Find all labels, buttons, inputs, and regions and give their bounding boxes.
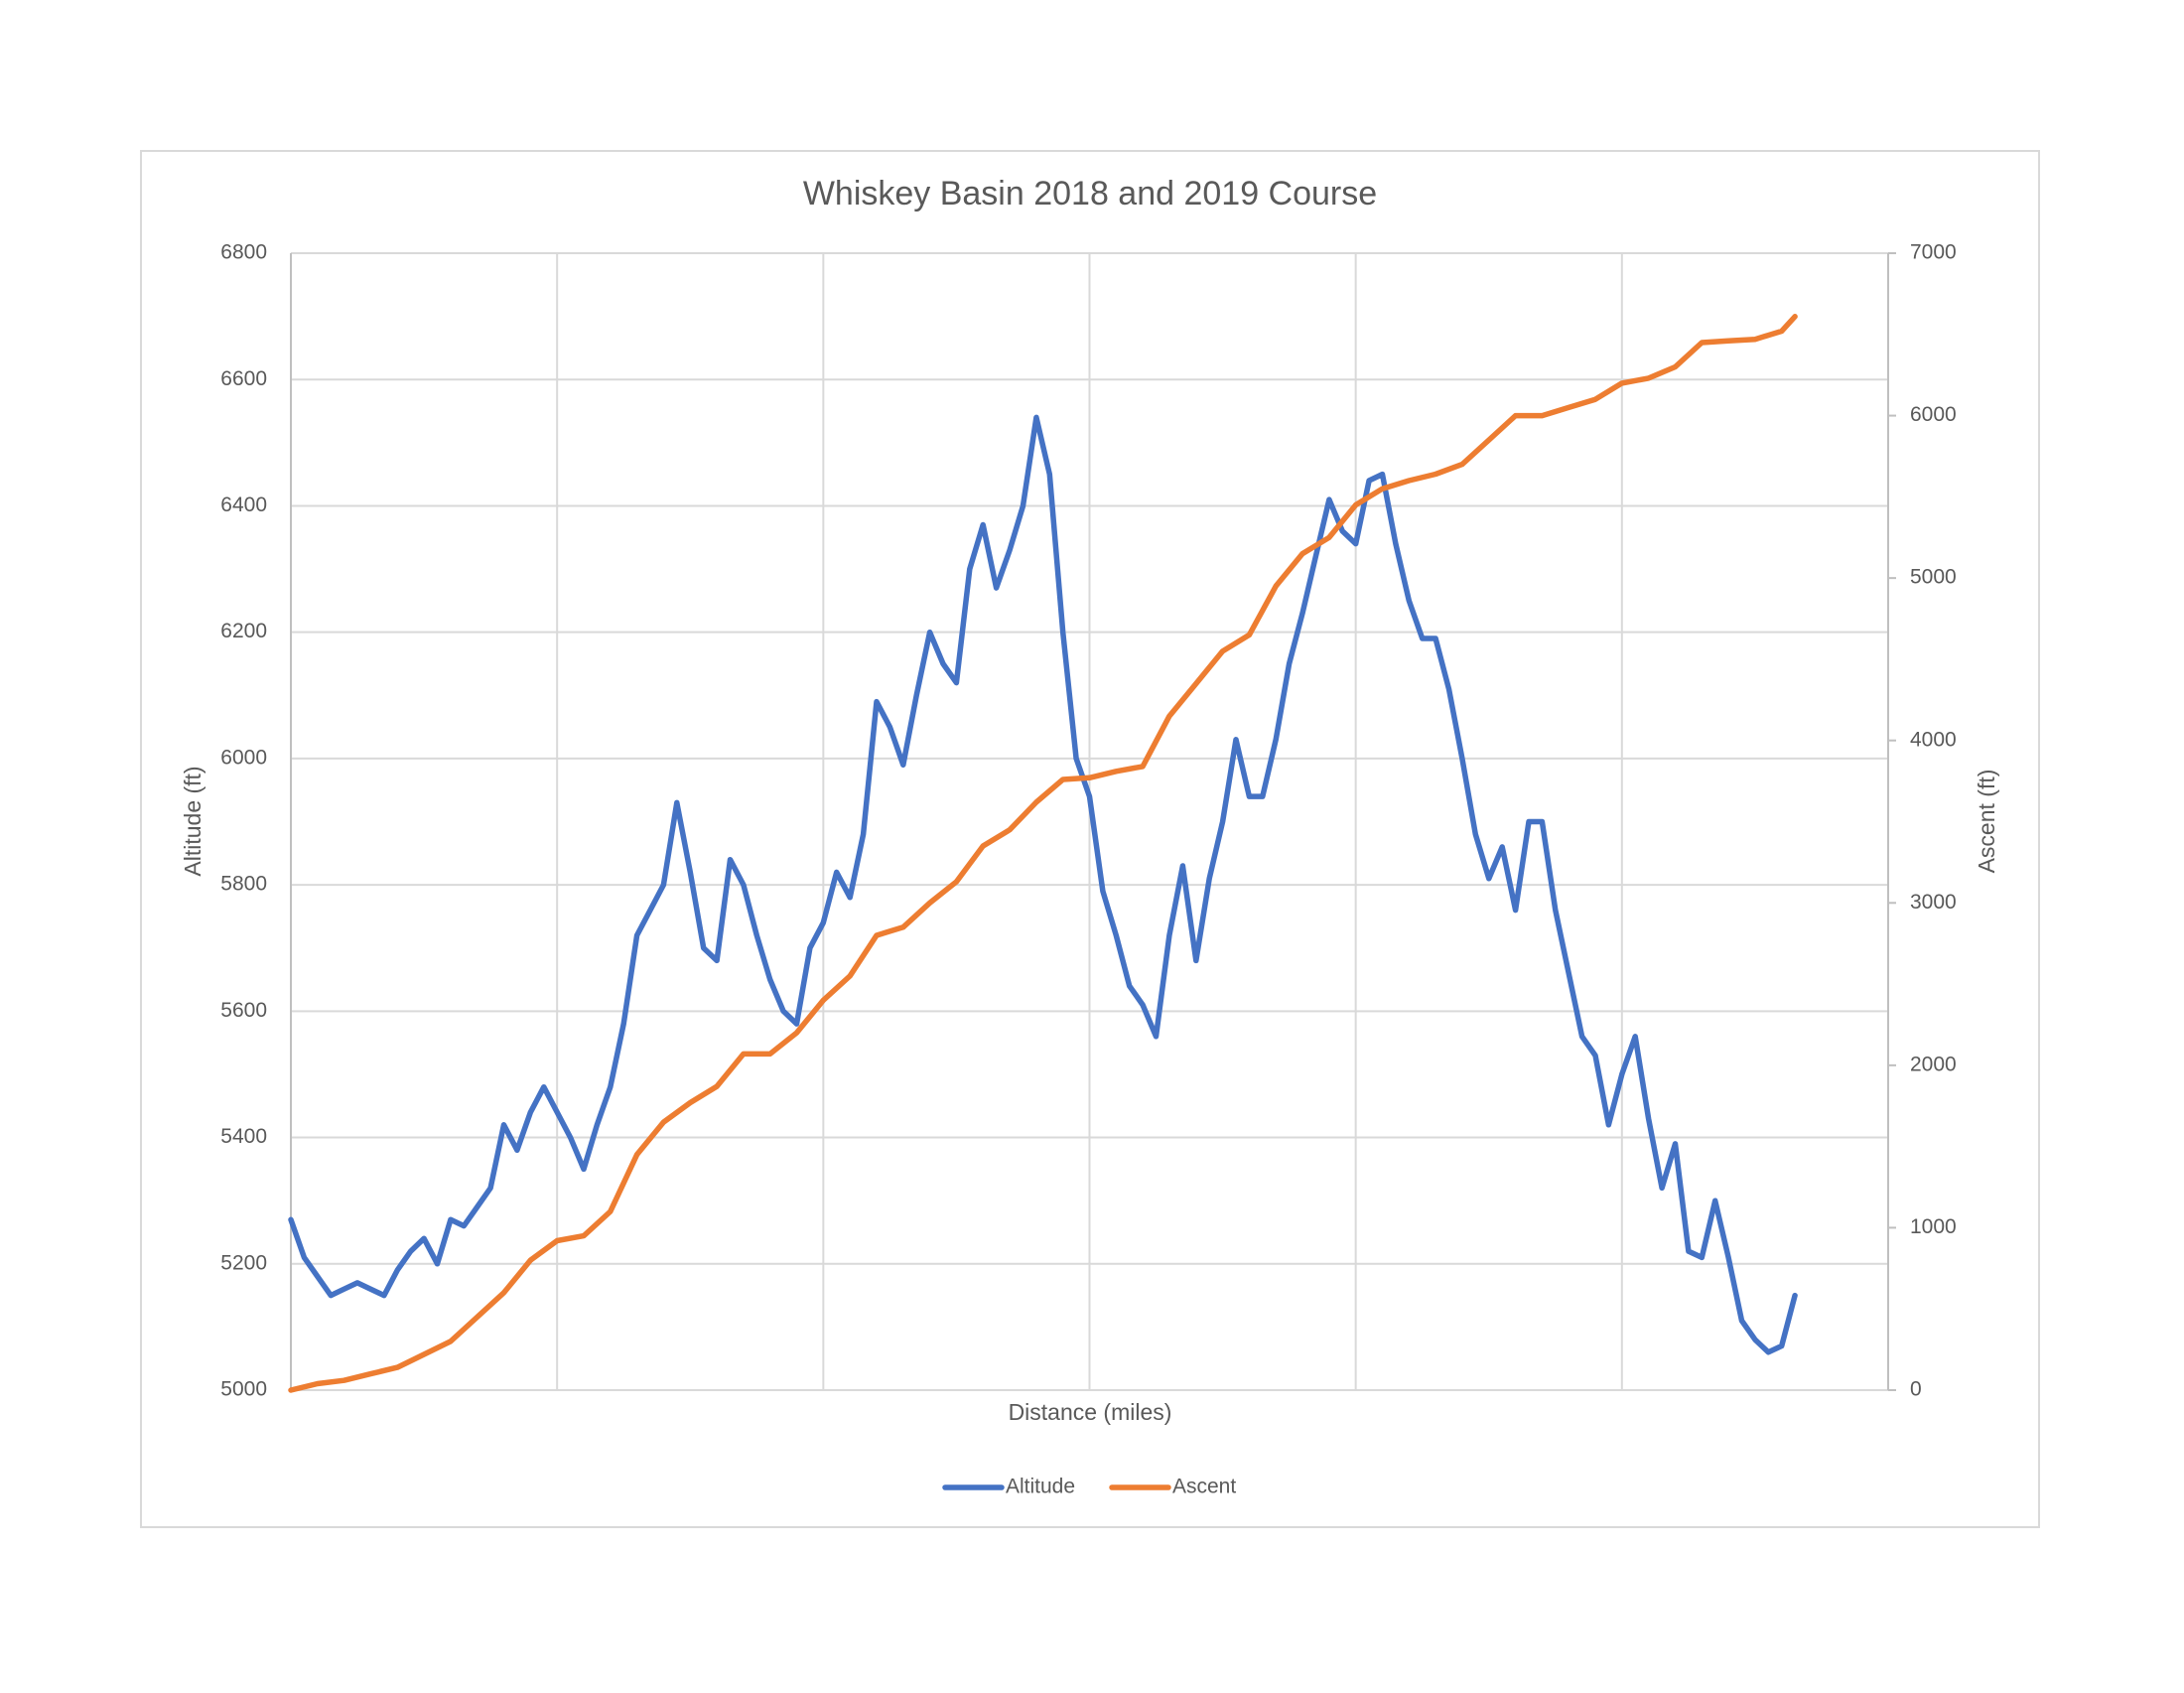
y-tick-label: 5200	[220, 1251, 267, 1274]
y-tick-label: 6800	[220, 241, 267, 264]
data-line	[288, 414, 1798, 1355]
y2-tick-label: 4000	[1910, 728, 1957, 751]
y2-tick-label: 0	[1910, 1378, 1922, 1401]
legend-label: Altitude	[1006, 1476, 1075, 1498]
y-tick-label: 5400	[220, 1125, 267, 1148]
y2-axis-title: Ascent (ft)	[1974, 770, 1999, 874]
y2-tick-label: 1000	[1910, 1215, 1957, 1238]
legend-label: Ascent	[1172, 1476, 1236, 1498]
data-line	[288, 314, 1798, 1393]
y-tick-label: 6400	[220, 494, 267, 516]
y-tick-label: 5000	[220, 1378, 267, 1401]
y2-tick-label: 6000	[1910, 403, 1957, 426]
y-tick-label: 6600	[220, 367, 267, 390]
y2-tick-label: 7000	[1910, 241, 1957, 264]
y2-tick-label: 2000	[1910, 1053, 1957, 1075]
y-tick-label: 5800	[220, 873, 267, 896]
y2-tick-label: 5000	[1910, 566, 1957, 589]
x-axis-title: Distance (miles)	[1009, 1399, 1172, 1425]
y-tick-label: 6200	[220, 620, 267, 642]
chart-title: Whiskey Basin 2018 and 2019 Course	[803, 175, 1377, 212]
y-tick-label: 6000	[220, 746, 267, 769]
y-tick-label: 5600	[220, 999, 267, 1022]
y-axis-title: Altitude (ft)	[180, 766, 205, 876]
y2-tick-label: 3000	[1910, 891, 1957, 914]
